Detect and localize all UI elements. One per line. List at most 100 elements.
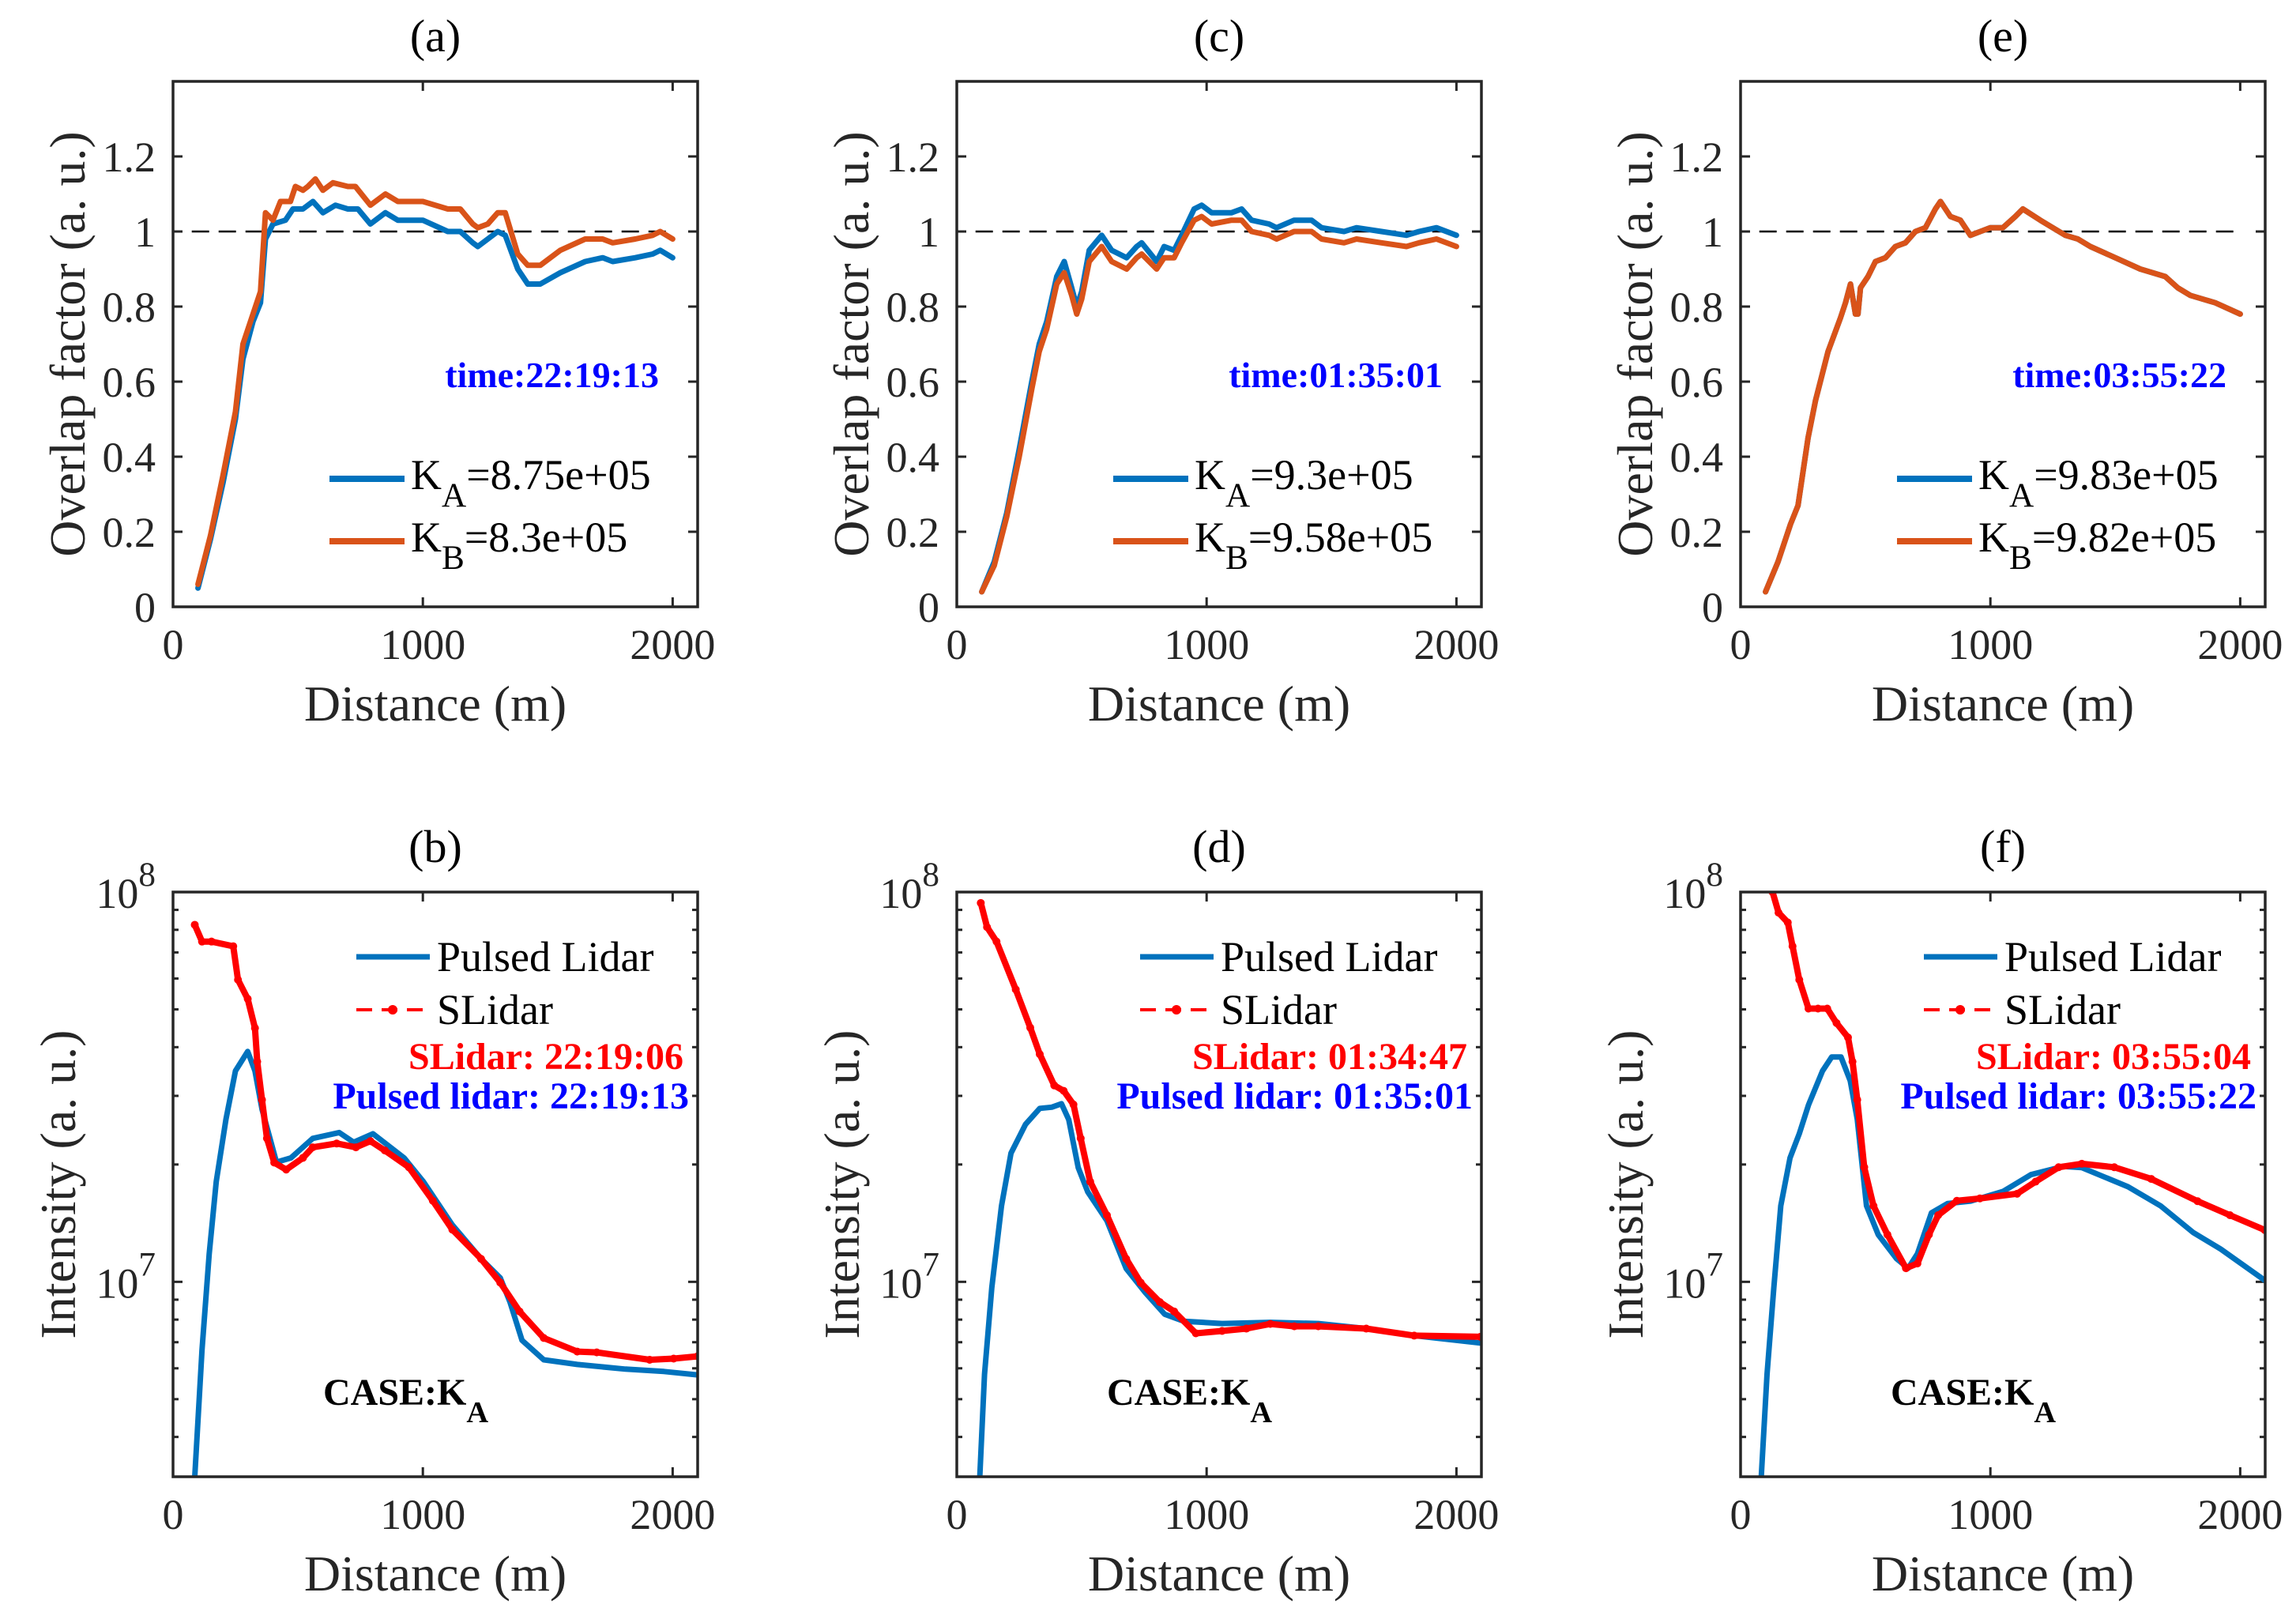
y-tick-label: 0.4	[1670, 434, 1724, 481]
data-point	[320, 187, 326, 193]
y-tick-label-part: 10	[96, 870, 138, 917]
panel-title-part: (d)	[1192, 821, 1246, 872]
data-point	[1883, 1230, 1891, 1239]
data-point	[270, 221, 276, 227]
data-point	[1434, 236, 1440, 242]
data-point	[299, 1154, 307, 1162]
data-point	[502, 232, 508, 238]
x-tick-label-part: 2000	[630, 621, 715, 668]
legend-item: SLidar	[1924, 986, 2121, 1033]
legend-label-part: K	[1195, 451, 1225, 499]
y-axis-label-part: Overlap factor (a. u.)	[40, 131, 96, 556]
axes-box	[171, 890, 699, 1478]
data-point	[1209, 210, 1214, 216]
y-axis-label-part: Intensity (a. u.)	[1598, 1030, 1654, 1339]
data-point	[1788, 942, 1797, 951]
data-point	[670, 236, 676, 242]
data-point	[1011, 985, 1020, 994]
data-point	[1291, 217, 1297, 223]
data-point	[977, 898, 985, 907]
data-point	[420, 199, 426, 204]
series-line-pulsed-lidar	[1758, 1054, 2265, 1477]
x-tick-label: 0	[163, 621, 184, 668]
case-annotation-part: CASE:K	[1891, 1372, 2034, 1414]
data-point	[1249, 217, 1255, 223]
data-point	[2137, 266, 2143, 272]
data-point	[1342, 229, 1347, 234]
axes-box	[1739, 80, 2267, 608]
data-point	[657, 247, 663, 253]
data-point	[428, 1196, 437, 1205]
slidar-time-annotation-part: SLidar: 22:19:06	[408, 1036, 683, 1078]
y-tick-label: 1.2	[886, 134, 940, 181]
data-point	[1820, 1068, 1825, 1074]
data-point	[1139, 251, 1144, 257]
data-point	[2110, 1163, 2119, 1172]
data-point	[661, 1368, 667, 1374]
y-tick-label-part: 8	[922, 856, 939, 894]
legend-label: KA=9.3e+05	[1195, 451, 1413, 514]
data-point	[233, 1068, 239, 1074]
data-point	[1075, 1165, 1081, 1170]
y-tick-label-part: 0	[1702, 584, 1723, 631]
data-point	[367, 202, 373, 208]
x-tick-label-part: 2000	[630, 1491, 715, 1538]
legend-item: Pulsed Lidar	[1924, 933, 2221, 981]
data-point	[1314, 1322, 1323, 1331]
data-point	[1103, 1210, 1112, 1219]
panel-title: (c)	[1194, 10, 1244, 62]
slidar-time-annotation-part: SLidar: 01:34:47	[1192, 1036, 1467, 1078]
data-point	[229, 942, 238, 951]
y-tick-label-part: 0.2	[1670, 509, 1724, 556]
data-point	[1239, 206, 1244, 212]
y-tick-label-part: 0.8	[103, 284, 156, 331]
legend-label-part: Pulsed Lidar	[1221, 933, 1437, 981]
case-annotation-part: CASE:K	[1107, 1372, 1250, 1414]
legend-marker	[1147, 476, 1154, 482]
data-point	[224, 1116, 229, 1122]
y-tick-label: 108	[96, 856, 156, 917]
data-point	[610, 259, 615, 264]
data-point	[1795, 503, 1801, 508]
data-point	[382, 210, 388, 216]
data-point	[1778, 1203, 1783, 1209]
data-point	[670, 255, 676, 261]
data-point	[370, 1131, 375, 1136]
data-point	[292, 184, 298, 189]
slidar-time-annotation: SLidar: 03:55:04	[1976, 1036, 2251, 1078]
data-point	[1308, 229, 1314, 234]
data-point	[1404, 232, 1410, 238]
legend-label-part: Pulsed Lidar	[2004, 933, 2221, 981]
data-point	[1865, 274, 1871, 279]
x-tick-label-part: 1000	[1948, 1491, 2033, 1538]
data-point	[1764, 1372, 1770, 1377]
y-tick-label: 0.8	[1670, 284, 1724, 331]
data-point	[2038, 217, 2043, 223]
data-point	[1109, 259, 1115, 264]
data-point	[1161, 255, 1167, 261]
data-point	[525, 281, 530, 287]
data-point	[1933, 206, 1938, 212]
x-axis-label: Distance (m)	[304, 676, 566, 732]
data-point	[1903, 240, 1908, 246]
data-point	[1134, 255, 1139, 261]
legend-item: KA=9.83e+05	[1897, 451, 2219, 514]
data-point	[290, 206, 295, 212]
data-point	[1199, 214, 1204, 219]
data-point	[657, 229, 663, 234]
data-point	[593, 1348, 601, 1357]
data-point	[206, 1251, 212, 1256]
data-point	[2020, 206, 2026, 212]
x-tick-label: 1000	[1948, 621, 2033, 668]
y-tick-label-part: 0.8	[1670, 284, 1724, 331]
data-point	[1154, 266, 1159, 272]
data-point	[475, 225, 480, 231]
y-tick-label: 0.2	[1670, 509, 1724, 556]
data-point	[270, 217, 276, 223]
legend-label-part: K	[1978, 514, 2009, 561]
plot-area	[977, 898, 1481, 1477]
data-point	[1239, 217, 1244, 223]
data-point	[305, 184, 311, 189]
